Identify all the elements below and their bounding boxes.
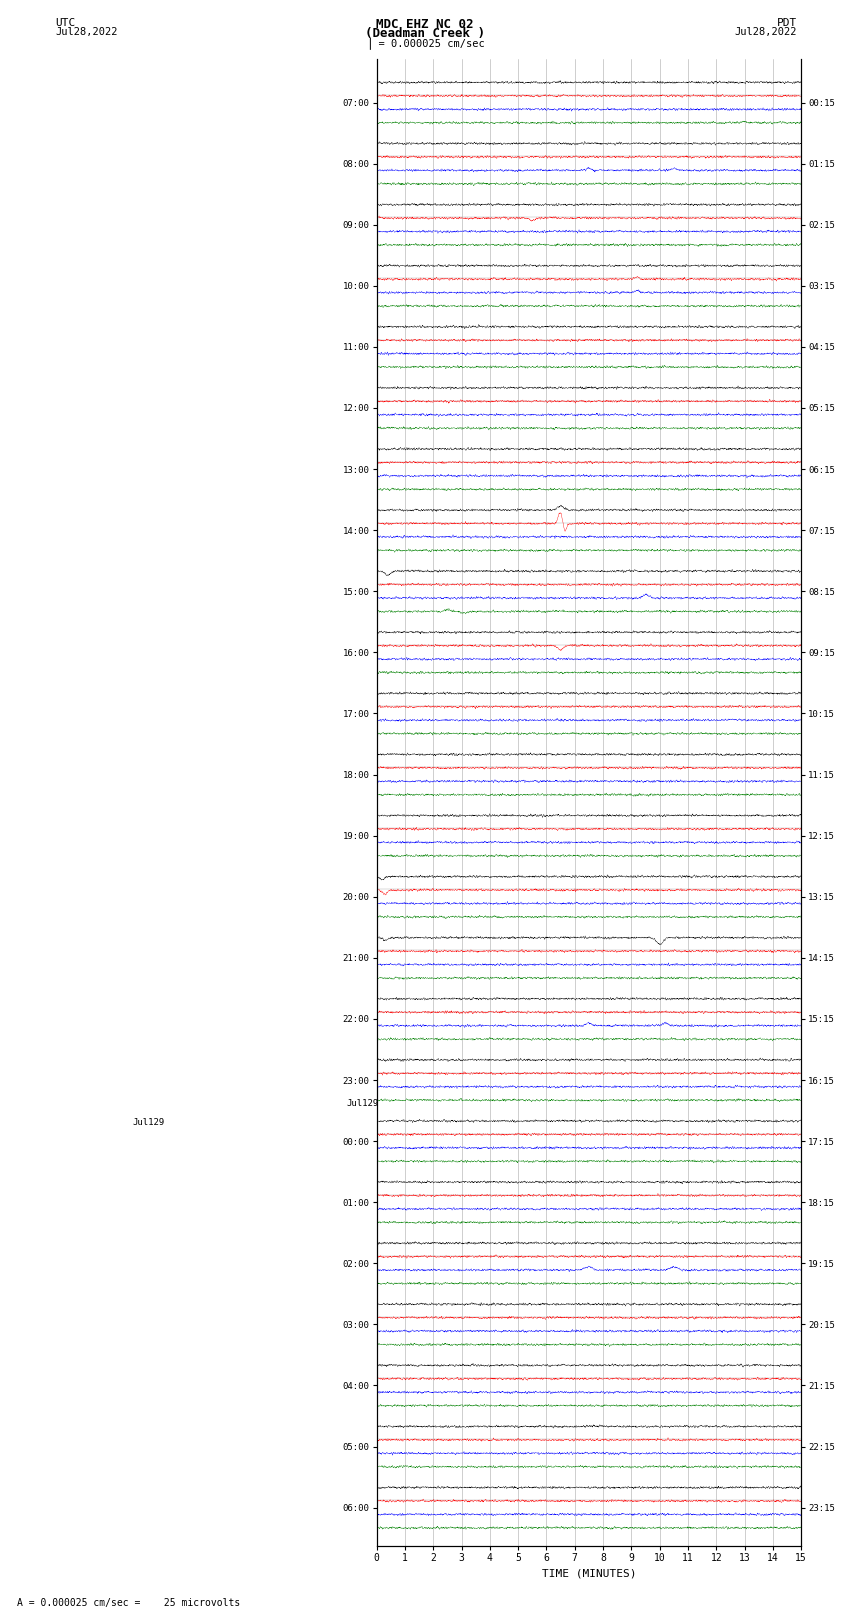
Text: (Deadman Creek ): (Deadman Creek ) (365, 27, 485, 40)
Text: UTC: UTC (55, 18, 76, 27)
Text: Jul28,2022: Jul28,2022 (734, 27, 797, 37)
Text: ⎥ = 0.000025 cm/sec: ⎥ = 0.000025 cm/sec (366, 37, 484, 48)
Text: Jul129: Jul129 (132, 1118, 164, 1127)
Text: PDT: PDT (777, 18, 797, 27)
Text: MDC EHZ NC 02: MDC EHZ NC 02 (377, 18, 473, 31)
Text: Jul28,2022: Jul28,2022 (55, 27, 118, 37)
Text: Jul129: Jul129 (346, 1098, 378, 1108)
Text: A = 0.000025 cm/sec =    25 microvolts: A = 0.000025 cm/sec = 25 microvolts (17, 1598, 241, 1608)
X-axis label: TIME (MINUTES): TIME (MINUTES) (541, 1569, 636, 1579)
